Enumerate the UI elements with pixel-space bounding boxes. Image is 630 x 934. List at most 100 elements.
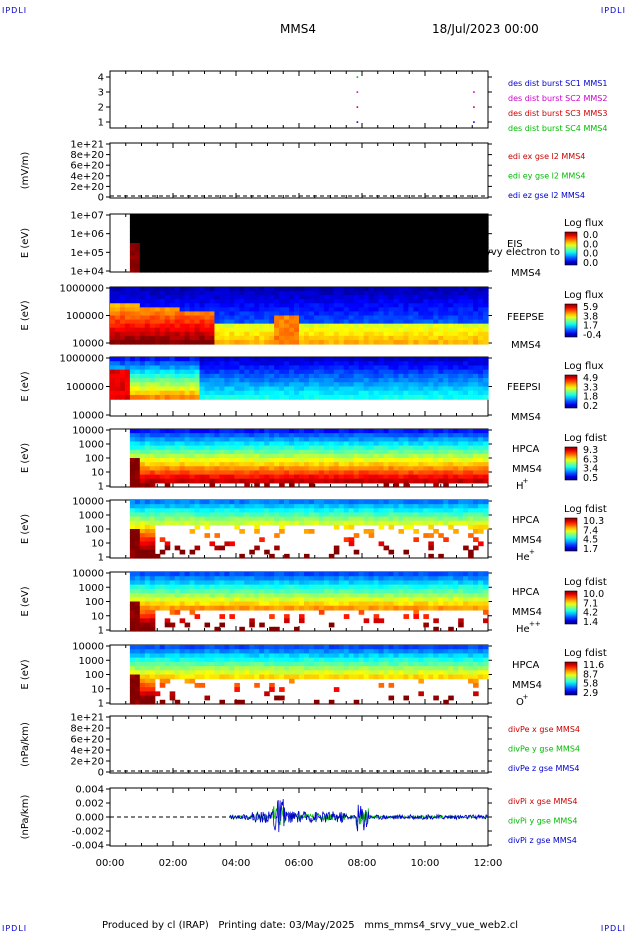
heatmap-cell bbox=[323, 433, 330, 438]
heatmap-cell bbox=[308, 390, 315, 396]
heatmap-cell bbox=[328, 357, 335, 362]
heatmap-cell bbox=[179, 311, 186, 317]
heatmap-cell bbox=[468, 361, 474, 367]
heatmap-cell bbox=[139, 470, 146, 476]
heatmap-cell bbox=[289, 458, 295, 463]
heatmap-cell bbox=[124, 390, 131, 396]
heatmap-cell bbox=[184, 390, 191, 396]
heatmap-cell bbox=[110, 386, 116, 392]
y-tick-label: 1 bbox=[98, 482, 104, 493]
heatmap-cell bbox=[279, 319, 285, 325]
heatmap-cell bbox=[224, 331, 230, 337]
heatmap-cell bbox=[224, 453, 230, 459]
heatmap-cell bbox=[129, 315, 136, 321]
heatmap-cell bbox=[269, 369, 275, 375]
heatmap-cell bbox=[229, 361, 235, 367]
heatmap-cell bbox=[184, 311, 191, 317]
heatmap-cell bbox=[174, 516, 181, 522]
heatmap-cell bbox=[164, 267, 171, 273]
heatmap-cell bbox=[274, 339, 280, 345]
heatmap-cell bbox=[358, 214, 365, 219]
heatmap-cell bbox=[448, 319, 454, 325]
heatmap-cell bbox=[139, 626, 146, 632]
y-axis-label: E (eV) bbox=[20, 586, 31, 616]
heatmap-cell bbox=[279, 339, 285, 345]
heatmap-cell bbox=[199, 226, 206, 232]
heatmap-cell bbox=[214, 449, 221, 455]
heatmap-cell bbox=[234, 378, 240, 383]
heatmap-cell bbox=[214, 218, 221, 223]
heatmap-cell bbox=[473, 259, 479, 265]
heatmap-cell bbox=[299, 504, 305, 509]
heatmap-cell bbox=[159, 549, 166, 555]
heatmap-cell bbox=[279, 357, 285, 362]
heatmap-cell bbox=[328, 331, 335, 337]
heatmap-cell bbox=[303, 553, 310, 559]
heatmap-cell bbox=[244, 512, 250, 518]
heatmap-cell bbox=[154, 553, 161, 559]
heatmap-cell bbox=[388, 303, 395, 308]
heatmap-cell bbox=[299, 466, 305, 472]
heatmap-cell bbox=[313, 516, 320, 522]
heatmap-cell bbox=[164, 466, 171, 472]
heatmap-cell bbox=[413, 458, 419, 463]
heatmap-cell bbox=[134, 339, 141, 345]
heatmap-cell bbox=[129, 614, 136, 619]
heatmap-cell bbox=[438, 357, 444, 362]
heatmap-cell bbox=[348, 222, 355, 228]
heatmap-cell bbox=[353, 357, 360, 362]
heatmap-cell bbox=[279, 390, 285, 396]
colorbar-tick-label: 1.8 bbox=[583, 392, 598, 403]
heatmap-cell bbox=[413, 263, 419, 269]
heatmap-cell bbox=[204, 516, 211, 522]
heatmap-cell bbox=[249, 394, 255, 400]
heatmap-cell bbox=[348, 247, 355, 252]
heatmap-cell bbox=[393, 339, 400, 345]
heatmap-cell bbox=[124, 373, 131, 379]
heatmap-cell bbox=[343, 255, 350, 261]
heatmap-cell bbox=[169, 307, 176, 313]
heatmap-cell bbox=[129, 605, 136, 611]
heatmap-cell bbox=[313, 466, 320, 472]
heatmap-cell bbox=[413, 327, 419, 333]
heatmap-cell bbox=[303, 466, 310, 472]
heatmap-cell bbox=[214, 520, 221, 526]
heatmap-cell bbox=[413, 462, 419, 467]
heatmap-cell bbox=[448, 500, 454, 505]
heatmap-cell bbox=[209, 466, 216, 472]
heatmap-cell bbox=[294, 319, 300, 325]
heatmap-cell bbox=[473, 470, 479, 476]
heatmap-cell bbox=[303, 267, 310, 273]
heatmap-cell bbox=[249, 369, 255, 375]
heatmap-cell bbox=[229, 433, 235, 438]
heatmap-cell bbox=[428, 524, 434, 530]
heatmap-cell bbox=[403, 238, 410, 244]
heatmap-cell bbox=[119, 357, 126, 362]
heatmap-cell bbox=[478, 327, 484, 333]
heatmap-cell bbox=[239, 287, 245, 292]
heatmap-cell bbox=[199, 299, 206, 304]
heatmap-cell bbox=[294, 327, 300, 333]
heatmap-cell bbox=[368, 533, 375, 538]
heatmap-cell bbox=[328, 226, 335, 232]
heatmap-cell bbox=[333, 327, 340, 333]
heatmap-cell bbox=[164, 226, 171, 232]
heatmap-cell bbox=[159, 357, 166, 362]
heatmap-cell bbox=[408, 357, 414, 362]
heatmap-cell bbox=[129, 339, 136, 345]
heatmap-cell bbox=[313, 327, 320, 333]
heatmap-cell bbox=[219, 218, 225, 223]
colorbar-tick-label: 0.5 bbox=[583, 473, 598, 484]
heatmap-cell bbox=[348, 307, 355, 313]
heatmap-cell bbox=[398, 466, 405, 472]
heatmap-cell bbox=[478, 287, 484, 292]
heatmap-cell bbox=[368, 478, 375, 484]
heatmap-cell bbox=[284, 255, 290, 261]
heatmap-cell bbox=[423, 222, 429, 228]
heatmap-cell bbox=[443, 230, 449, 236]
heatmap-cell bbox=[244, 230, 250, 236]
heatmap-cell bbox=[254, 504, 260, 509]
heatmap-cell bbox=[289, 214, 295, 219]
heatmap-cell bbox=[423, 453, 429, 459]
heatmap-cell bbox=[303, 226, 310, 232]
